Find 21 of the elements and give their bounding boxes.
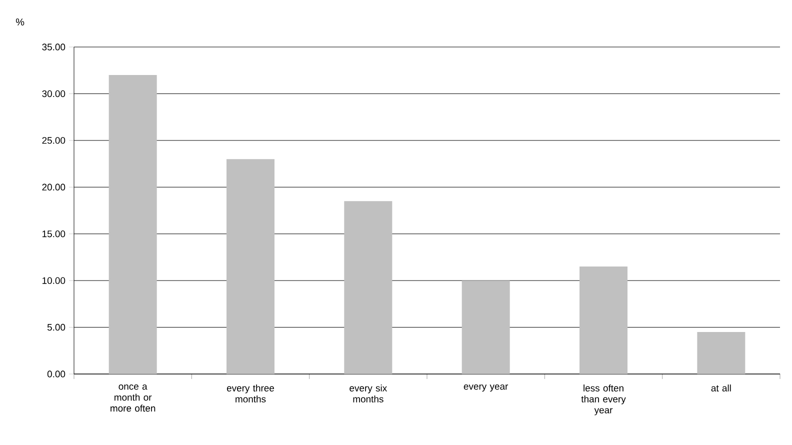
x-tick-label: less often than every year xyxy=(581,384,626,416)
y-tick-label: 10.00 xyxy=(42,277,66,284)
y-tick-label: 20.00 xyxy=(42,184,66,190)
bar xyxy=(462,280,510,374)
bar xyxy=(580,266,628,374)
y-tick-label: 0.00 xyxy=(47,370,66,378)
bar xyxy=(344,201,392,374)
x-tick-label: at all xyxy=(711,384,731,392)
x-tick-label: once a month or more often xyxy=(110,384,156,412)
x-tick-label: every six months xyxy=(350,384,387,402)
y-tick-label: 15.00 xyxy=(42,230,66,238)
y-tick-label: 5.00 xyxy=(47,324,66,331)
y-tick-label: 30.00 xyxy=(42,90,66,98)
y-tick-label: 25.00 xyxy=(42,137,66,144)
y-axis-title: % xyxy=(16,18,24,26)
x-tick-label: every year xyxy=(464,384,508,392)
y-tick-label: 35.00 xyxy=(42,44,66,50)
bar xyxy=(108,75,157,374)
bar xyxy=(226,159,275,374)
bar xyxy=(697,332,746,374)
x-tick-label: every three months xyxy=(226,384,274,402)
